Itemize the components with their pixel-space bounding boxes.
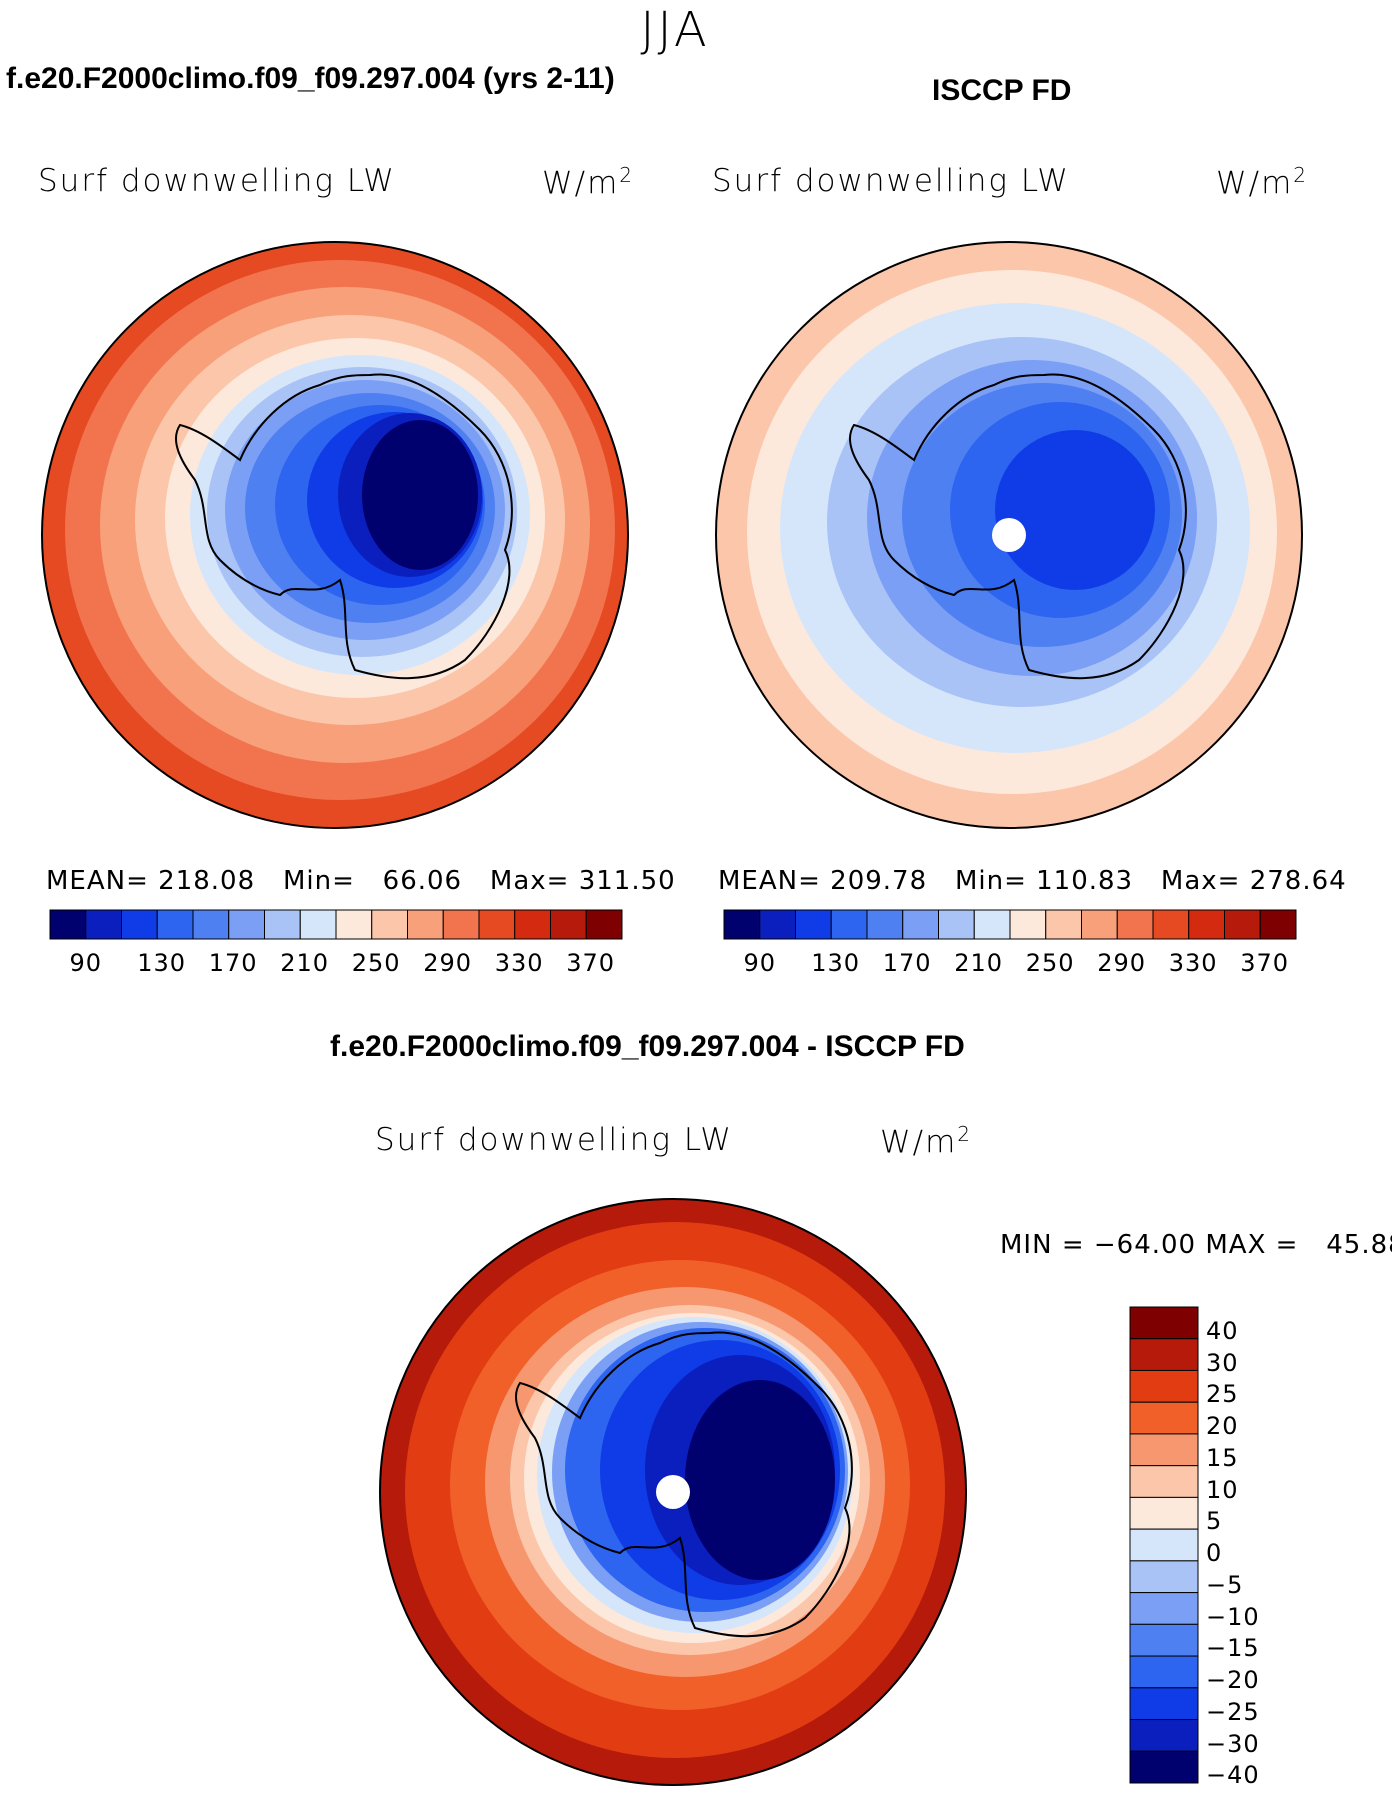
right-map [715,241,1303,829]
right-colorbar-tick-label: 250 [1025,949,1075,977]
diff-colorbar-swatch [1129,1338,1199,1371]
left-colorbar-tick-label: 330 [494,949,544,977]
right-colorbar-swatch [1081,909,1118,940]
left-colorbar [49,909,623,940]
left-colorbar-tick-label: 170 [208,949,258,977]
right-colorbar-swatch [795,909,832,940]
right-colorbar-tick-label: 370 [1240,949,1290,977]
diff-colorbar-swatch [1129,1560,1199,1594]
diff-colorbar-tick-label: −10 [1206,1602,1260,1631]
diff-colorbar-tick-label: 40 [1206,1317,1239,1345]
season-title: JJA [640,2,710,58]
diff-variable-label: Surf downwelling LW [375,1122,733,1158]
right-colorbar-swatch [1116,909,1154,940]
left-units-label: W/m2 [542,163,635,202]
diff-colorbar-tick-label: −15 [1206,1634,1260,1663]
left-colorbar-swatch [550,909,587,940]
diff-colorbar-tick-label: 10 [1206,1475,1239,1504]
right-colorbar-swatch [973,909,1011,940]
diff-colorbar [1129,1306,1199,1784]
left-colorbar-swatch [478,909,516,940]
left-colorbar-swatch [335,909,373,940]
right-colorbar-swatch [723,909,761,940]
diff-units-label: W/m2 [880,1122,973,1161]
right-colorbar-swatch [938,909,975,940]
left-colorbar-tick-label: 370 [566,949,616,977]
diff-colorbar-tick-label: −30 [1206,1729,1260,1758]
diff-colorbar-swatch [1129,1623,1199,1657]
diff-colorbar-tick-label: −40 [1206,1761,1260,1790]
diff-colorbar-swatch [1129,1687,1199,1721]
diff-colorbar-tick-label: 20 [1206,1412,1239,1441]
right-colorbar-swatch [759,909,796,940]
diff-colorbar-tick-label: −25 [1206,1697,1260,1726]
diff-panel-title: f.e20.F2000climo.f09_f09.297.004 - ISCCP… [330,1030,965,1063]
diff-colorbar-tick-label: 5 [1206,1507,1223,1536]
left-colorbar-tick-label: 90 [69,949,103,977]
right-colorbar-swatch [1259,909,1297,940]
left-colorbar-swatch [371,909,408,940]
left-colorbar-swatch [228,909,265,940]
left-colorbar-swatch [264,909,301,940]
right-colorbar-swatch [1152,909,1190,940]
left-stats: MEAN= 218.08 Min= 66.06 Max= 311.50 [46,866,676,896]
left-colorbar-swatch [192,909,230,940]
diff-colorbar-swatch [1129,1496,1199,1530]
left-map [41,241,629,829]
diff-colorbar-swatch [1129,1401,1199,1435]
right-panel-title: ISCCP FD [932,74,1072,107]
diff-colorbar-swatch [1129,1306,1199,1340]
right-colorbar-swatch [1188,909,1225,940]
left-colorbar-tick-label: 130 [137,949,187,977]
diff-colorbar-swatch [1129,1750,1199,1784]
left-colorbar-swatch [121,909,158,940]
diff-map [379,1198,967,1786]
right-colorbar-swatch [830,909,868,940]
right-units-label: W/m2 [1216,163,1309,202]
right-colorbar-swatch [902,909,939,940]
right-colorbar-swatch [1009,909,1047,940]
left-variable-label: Surf downwelling LW [38,163,396,199]
diff-colorbar-swatch [1129,1592,1199,1625]
diff-colorbar-tick-label: 0 [1206,1539,1223,1568]
right-colorbar-swatch [1224,909,1261,940]
left-panel-title: f.e20.F2000climo.f09_f09.297.004 (yrs 2-… [6,62,615,95]
right-colorbar-swatch [1045,909,1082,940]
diff-colorbar-tick-label: −5 [1206,1570,1244,1599]
right-stats: MEAN= 209.78 Min= 110.83 Max= 278.64 [718,866,1347,896]
right-colorbar-swatch [866,909,904,940]
right-colorbar-tick-label: 130 [811,949,861,977]
diff-colorbar-tick-label: 25 [1206,1380,1239,1409]
left-colorbar-swatch [85,909,122,940]
right-colorbar-tick-label: 170 [882,949,932,977]
left-colorbar-swatch [299,909,337,940]
right-colorbar-tick-label: 210 [954,949,1004,977]
right-colorbar-tick-label: 330 [1168,949,1218,977]
diff-colorbar-swatch [1129,1433,1199,1467]
right-colorbar-tick-label: 90 [743,949,777,977]
left-colorbar-swatch [585,909,623,940]
left-colorbar-swatch [156,909,194,940]
left-colorbar-swatch [514,909,551,940]
diff-colorbar-tick-label: −20 [1206,1666,1260,1695]
right-colorbar-tick-label: 290 [1097,949,1147,977]
diff-colorbar-swatch [1129,1719,1199,1752]
diff-colorbar-swatch [1129,1528,1199,1562]
right-colorbar [723,909,1297,940]
diff-colorbar-tick-label: 30 [1206,1348,1239,1377]
diff-colorbar-swatch [1129,1465,1199,1498]
diff-colorbar-swatch [1129,1369,1199,1403]
left-colorbar-swatch [49,909,87,940]
left-colorbar-tick-label: 250 [351,949,401,977]
left-colorbar-swatch [442,909,480,940]
diff-colorbar-tick-label: 15 [1206,1443,1239,1472]
left-colorbar-swatch [407,909,444,940]
diff-colorbar-swatch [1129,1655,1199,1689]
diff-stats: MIN = −64.00 MAX = 45.88 [1000,1230,1392,1260]
left-colorbar-tick-label: 290 [423,949,473,977]
right-variable-label: Surf downwelling LW [712,163,1070,199]
left-colorbar-tick-label: 210 [280,949,330,977]
